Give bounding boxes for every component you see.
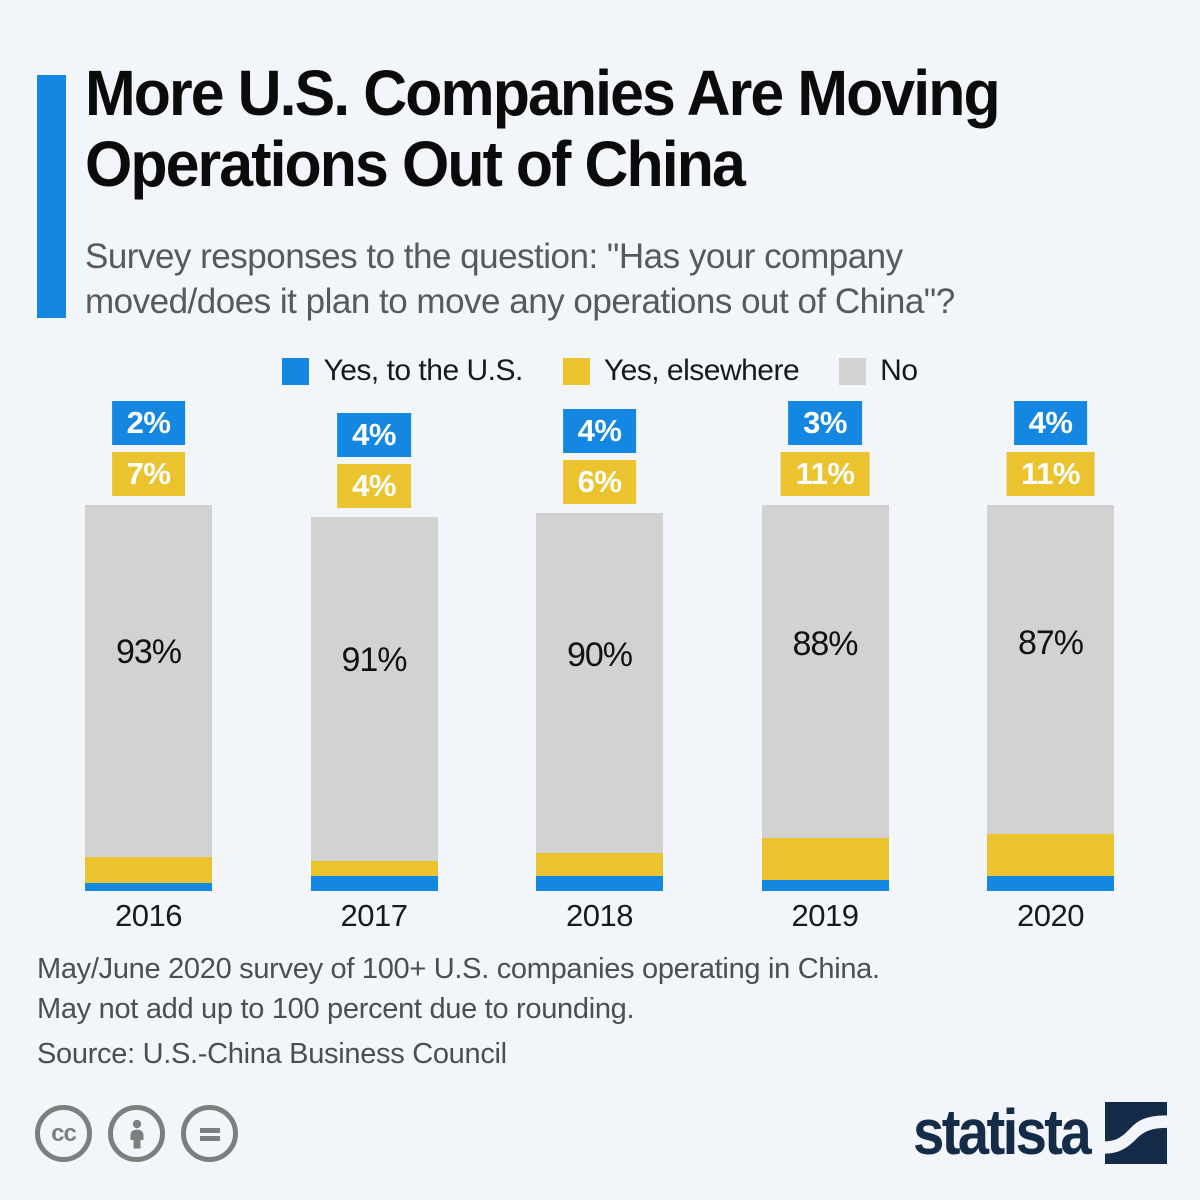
bar-value-elsewhere: 11% bbox=[780, 452, 870, 497]
bar-value-elsewhere: 7% bbox=[111, 452, 186, 497]
bar-value-no: 91% bbox=[341, 641, 407, 680]
x-axis-label: 2020 bbox=[1017, 898, 1084, 933]
bar-segment-us bbox=[761, 879, 889, 891]
page-title: More U.S. Companies Are Moving Operation… bbox=[85, 58, 1140, 200]
x-axis-label: 2016 bbox=[115, 898, 182, 933]
bar-segment-elsewhere bbox=[761, 838, 889, 880]
bar-segment-us bbox=[310, 875, 438, 891]
bar-value-us: 2% bbox=[111, 401, 186, 446]
chart-canvas: 93% 7% 2% 2016 91% 4% 4% 2017 90% 6% 4% 2018 88% 11% 3… bbox=[0, 390, 1200, 950]
license-icons: cc bbox=[35, 1105, 238, 1162]
legend-label: No bbox=[880, 354, 918, 387]
legend-swatch-icon bbox=[839, 357, 867, 385]
bar-segment-us bbox=[85, 883, 212, 891]
bar-value-no: 87% bbox=[1017, 623, 1084, 662]
legend-swatch-icon bbox=[282, 357, 310, 385]
x-axis-label: 2019 bbox=[791, 898, 859, 933]
legend-label: Yes, elsewhere bbox=[603, 354, 800, 387]
footnote-line2: May not add up to 100 percent due to rou… bbox=[37, 993, 635, 1025]
bar-value-us: 4% bbox=[337, 412, 411, 457]
statista-logo-text: statista bbox=[912, 1096, 1092, 1168]
bar-segment-no bbox=[987, 505, 1114, 835]
title-accent-bar bbox=[37, 75, 66, 318]
bar-segment-no bbox=[536, 513, 663, 854]
bar-value-elsewhere: 6% bbox=[562, 460, 637, 504]
bar-segment-elsewhere bbox=[987, 834, 1114, 876]
bar-value-elsewhere: 11% bbox=[1006, 452, 1095, 497]
bar-segment-elsewhere bbox=[310, 860, 438, 876]
page-subtitle: Survey responses to the question: "Has y… bbox=[85, 234, 1195, 324]
bar-value-us: 4% bbox=[1013, 401, 1088, 446]
bar-segment-us bbox=[536, 875, 663, 891]
page-title-line2: Operations Out of China bbox=[85, 128, 746, 200]
chart-legend: Yes, to the U.S. Yes, elsewhere No bbox=[0, 354, 1200, 388]
bar-value-elsewhere: 4% bbox=[337, 463, 411, 508]
legend-item-0: Yes, to the U.S. bbox=[282, 354, 523, 388]
bar-segment-no bbox=[310, 516, 438, 861]
bar-segment-elsewhere bbox=[536, 853, 663, 876]
bar-segment-us bbox=[987, 875, 1114, 891]
footnote-line1: May/June 2020 survey of 100+ U.S. compan… bbox=[37, 953, 880, 985]
cc-icon: cc bbox=[35, 1105, 92, 1162]
bar-segment-no bbox=[761, 505, 889, 839]
legend-label: Yes, to the U.S. bbox=[323, 354, 523, 387]
x-axis-label: 2018 bbox=[566, 898, 633, 933]
statista-logo: statista bbox=[889, 1100, 1167, 1164]
bar-value-us: 3% bbox=[788, 401, 862, 446]
bar-segment-no bbox=[85, 505, 212, 857]
bar-segment-elsewhere bbox=[85, 856, 212, 884]
page-title-line1: More U.S. Companies Are Moving bbox=[85, 57, 1001, 129]
bar-value-no: 90% bbox=[566, 635, 633, 674]
bar-value-no: 88% bbox=[792, 625, 858, 664]
bar-value-us: 4% bbox=[562, 409, 637, 453]
legend-item-1: Yes, elsewhere bbox=[562, 354, 800, 388]
bar-value-no: 93% bbox=[115, 633, 182, 672]
attribution-person-icon bbox=[108, 1105, 165, 1162]
statista-logo-mark-icon bbox=[1105, 1102, 1167, 1164]
page-subtitle-line2: moved/does it plan to move any operation… bbox=[85, 282, 955, 321]
legend-swatch-icon bbox=[562, 357, 590, 385]
no-derivatives-equals-icon bbox=[181, 1105, 238, 1162]
x-axis-label: 2017 bbox=[340, 898, 408, 933]
page-subtitle-line1: Survey responses to the question: "Has y… bbox=[85, 237, 903, 276]
source-line: Source: U.S.-China Business Council bbox=[37, 1038, 507, 1070]
legend-item-2: No bbox=[839, 354, 918, 388]
